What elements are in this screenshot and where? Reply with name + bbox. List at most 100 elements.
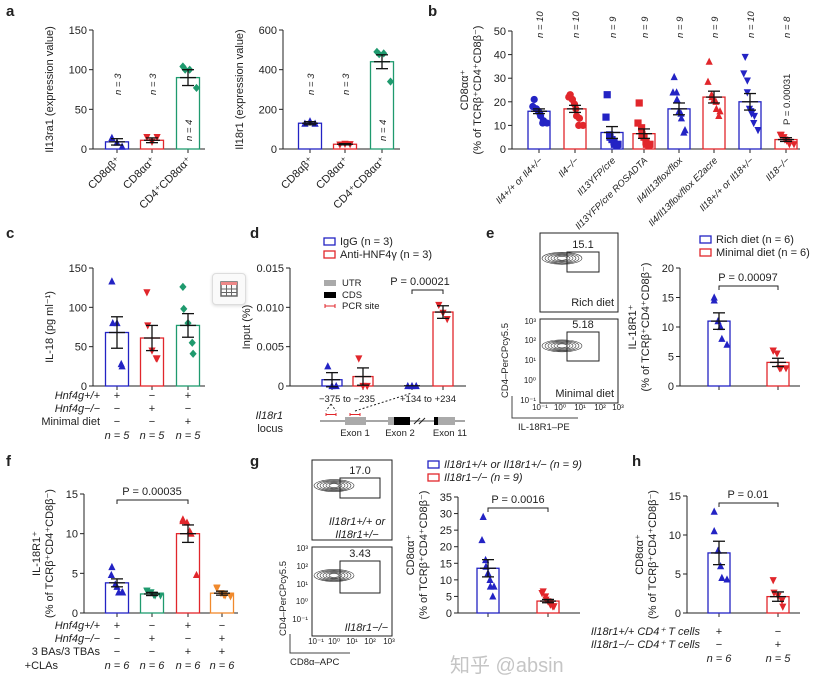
data-point bbox=[705, 57, 713, 65]
row-symbol: + bbox=[219, 646, 225, 658]
gate-percentage: 5.18 bbox=[572, 319, 593, 331]
data-point bbox=[717, 562, 725, 570]
data-point bbox=[635, 99, 643, 107]
y-tick-label: 10¹ bbox=[524, 356, 536, 365]
exon-label: Exon 2 bbox=[385, 428, 415, 439]
data-point bbox=[779, 603, 787, 611]
y-tick-label: 15 bbox=[662, 293, 674, 305]
data-point bbox=[324, 362, 332, 370]
p-value: P = 0.0016 bbox=[491, 494, 544, 506]
y-axis-label: IL-18R1⁺ bbox=[627, 304, 639, 349]
table-extract-button[interactable] bbox=[212, 273, 246, 305]
data-point bbox=[386, 77, 395, 86]
row-label: Minimal diet bbox=[41, 416, 100, 428]
data-point bbox=[543, 119, 551, 127]
data-point bbox=[710, 296, 718, 304]
locus-label: locus bbox=[257, 423, 283, 435]
category-label: Il18−/− bbox=[764, 155, 793, 184]
n-label: n = 5 bbox=[176, 430, 202, 442]
data-point bbox=[773, 350, 781, 358]
y-axis-label-2: (% of TCRβ⁺CD4⁺CD8β⁻) bbox=[647, 490, 659, 619]
n-label: n = 6 bbox=[140, 660, 166, 672]
contour bbox=[316, 480, 352, 492]
flow-axis-arrows bbox=[289, 634, 350, 654]
row-symbol: + bbox=[185, 390, 191, 402]
contour bbox=[313, 569, 355, 582]
row-symbol: − bbox=[185, 403, 191, 415]
exon-11-utr bbox=[438, 417, 455, 425]
panel-label-h: h bbox=[632, 453, 641, 470]
y-axis-label: Il13ra1 (expression value) bbox=[44, 26, 56, 153]
utr-swatch bbox=[324, 280, 336, 286]
contour bbox=[541, 339, 583, 353]
y-axis-label: CD8αα⁺ bbox=[459, 70, 471, 111]
data-point bbox=[718, 334, 726, 342]
y-tick-label: 30 bbox=[440, 509, 452, 521]
data-point bbox=[704, 77, 712, 85]
y-tick-label: 0 bbox=[675, 608, 681, 620]
contour bbox=[553, 255, 571, 262]
data-point bbox=[740, 70, 748, 78]
row-symbol: − bbox=[775, 626, 781, 638]
condition-label: Il18r1−/− bbox=[345, 622, 389, 634]
y-tick-label: 5 bbox=[72, 568, 78, 580]
data-point bbox=[179, 62, 187, 71]
data-point bbox=[118, 588, 126, 596]
data-point bbox=[750, 119, 758, 128]
contour bbox=[544, 340, 580, 352]
flow-axis-arrows bbox=[511, 396, 578, 419]
y-axis-label: IL-18 (pg ml⁻¹) bbox=[44, 291, 56, 363]
panel-label-c: c bbox=[6, 225, 14, 242]
y-tick-label: 5 bbox=[446, 591, 452, 603]
row-symbol: + bbox=[185, 416, 191, 428]
n-label: n = 4 bbox=[184, 120, 195, 141]
data-point bbox=[143, 289, 151, 297]
gate bbox=[566, 331, 600, 362]
data-point bbox=[478, 535, 486, 544]
exon-label: Exon 11 bbox=[433, 428, 467, 439]
y-tick-label: 0.010 bbox=[256, 302, 284, 314]
data-point bbox=[613, 141, 621, 150]
data-point bbox=[221, 592, 229, 600]
n-label: n = 6 bbox=[707, 653, 733, 665]
condition-label: Il18r1+/+ or bbox=[329, 516, 387, 528]
data-point bbox=[179, 516, 187, 525]
legend-swatch bbox=[699, 235, 712, 244]
data-point bbox=[776, 131, 784, 139]
category-label: CD8αβ⁺ bbox=[279, 155, 316, 192]
bar bbox=[297, 122, 323, 150]
n-label: n = 10 bbox=[571, 11, 582, 38]
data-point bbox=[549, 603, 557, 611]
y-tick-label: 600 bbox=[259, 25, 277, 37]
row-symbol: + bbox=[185, 646, 191, 658]
data-point bbox=[108, 562, 116, 571]
data-point bbox=[530, 95, 538, 104]
data-point bbox=[782, 365, 790, 373]
data-point bbox=[538, 590, 546, 598]
key-label: PCR site bbox=[342, 301, 379, 312]
y-tick-label: 10 bbox=[662, 322, 674, 334]
y-axis-label: CD8αα⁺ bbox=[634, 534, 646, 575]
row-symbol: − bbox=[219, 620, 225, 632]
y-tick-label: 35 bbox=[440, 492, 452, 504]
contour bbox=[319, 570, 349, 581]
panel-label-a: a bbox=[6, 3, 15, 20]
data-point bbox=[188, 338, 196, 347]
x-tick-label: 10³ bbox=[612, 403, 624, 412]
exon-11-cds bbox=[434, 417, 438, 425]
row-symbol: + bbox=[185, 620, 191, 632]
cds-swatch bbox=[324, 292, 336, 298]
legend-swatch bbox=[427, 473, 440, 482]
exon-2-utr bbox=[388, 417, 394, 425]
category-label: CD8αβ⁺ bbox=[86, 155, 123, 192]
category-label: Il4/Il13flox/flox E2acre bbox=[647, 155, 720, 228]
y-tick-label: 0 bbox=[81, 144, 87, 156]
y-tick-label: 100 bbox=[69, 65, 87, 77]
panel-label-e: e bbox=[486, 225, 494, 242]
contour bbox=[316, 569, 352, 581]
flow-y-axis-label: CD4–PerCPcy5.5 bbox=[500, 323, 511, 398]
data-point bbox=[380, 49, 388, 58]
p-value: P = 0.00021 bbox=[390, 276, 449, 288]
data-point bbox=[715, 111, 723, 120]
